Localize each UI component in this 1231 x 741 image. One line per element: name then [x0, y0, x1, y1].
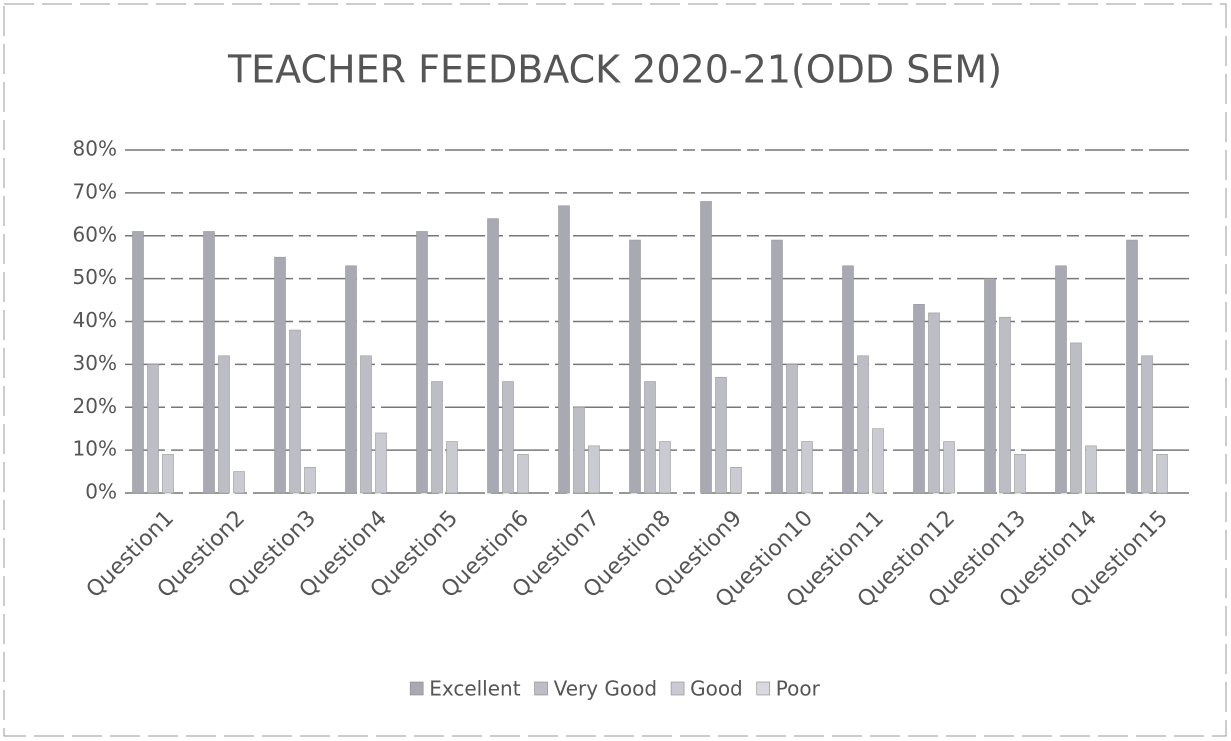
bar — [644, 381, 656, 494]
bar — [715, 376, 727, 494]
bar — [984, 278, 996, 494]
bar — [943, 441, 955, 494]
bar — [700, 201, 712, 494]
y-tick-label: 80% — [73, 137, 117, 161]
bar — [274, 256, 286, 494]
legend-label: Excellent — [429, 677, 521, 701]
legend-label: Poor — [776, 677, 821, 701]
bar — [345, 265, 357, 494]
legend-label: Good — [690, 677, 743, 701]
bar — [730, 466, 742, 494]
bar — [1156, 454, 1168, 494]
bar — [233, 471, 245, 494]
bar — [1014, 454, 1026, 494]
bar — [289, 329, 301, 494]
bar — [771, 239, 783, 494]
y-tick-label: 50% — [73, 265, 117, 289]
frame — [3, 3, 1227, 737]
bar — [132, 231, 144, 494]
bar — [629, 239, 641, 494]
bar — [558, 205, 570, 494]
y-tick-label: 60% — [73, 222, 117, 246]
y-tick-label: 30% — [73, 351, 117, 375]
bar — [416, 231, 428, 494]
legend-swatch — [756, 681, 771, 696]
bar — [1070, 342, 1082, 494]
bar — [872, 428, 884, 494]
legend-swatch — [409, 681, 424, 696]
bar — [431, 381, 443, 494]
legend-swatch — [534, 681, 548, 696]
bar — [375, 432, 387, 494]
bar — [218, 355, 230, 494]
bar — [203, 231, 215, 494]
bar — [487, 218, 499, 494]
bar — [147, 364, 159, 494]
bar — [1141, 355, 1153, 494]
bar — [360, 355, 372, 494]
bar — [801, 441, 813, 494]
bar — [786, 364, 798, 494]
bar — [659, 441, 671, 494]
bar — [857, 355, 869, 494]
bar — [1085, 445, 1097, 494]
y-tick-label: 0% — [85, 480, 117, 504]
bar — [446, 441, 458, 494]
legend-label: Very Good — [554, 677, 658, 701]
chart-title: TEACHER FEEDBACK 2020-21(ODD SEM) — [227, 48, 1002, 92]
y-tick-label: 40% — [73, 308, 117, 332]
bar — [842, 265, 854, 494]
bar — [999, 316, 1011, 494]
bar — [502, 381, 514, 494]
y-tick-label: 10% — [73, 437, 117, 461]
bar — [573, 406, 585, 494]
bar — [588, 445, 600, 494]
bar — [162, 454, 174, 494]
bar — [304, 466, 316, 494]
bar — [1055, 265, 1067, 494]
y-tick-label: 70% — [73, 179, 117, 203]
y-tick-label: 20% — [73, 394, 117, 418]
bar — [928, 312, 940, 494]
bar — [517, 454, 529, 494]
bar — [913, 304, 925, 494]
bar — [1126, 239, 1138, 494]
legend-swatch — [670, 681, 685, 696]
